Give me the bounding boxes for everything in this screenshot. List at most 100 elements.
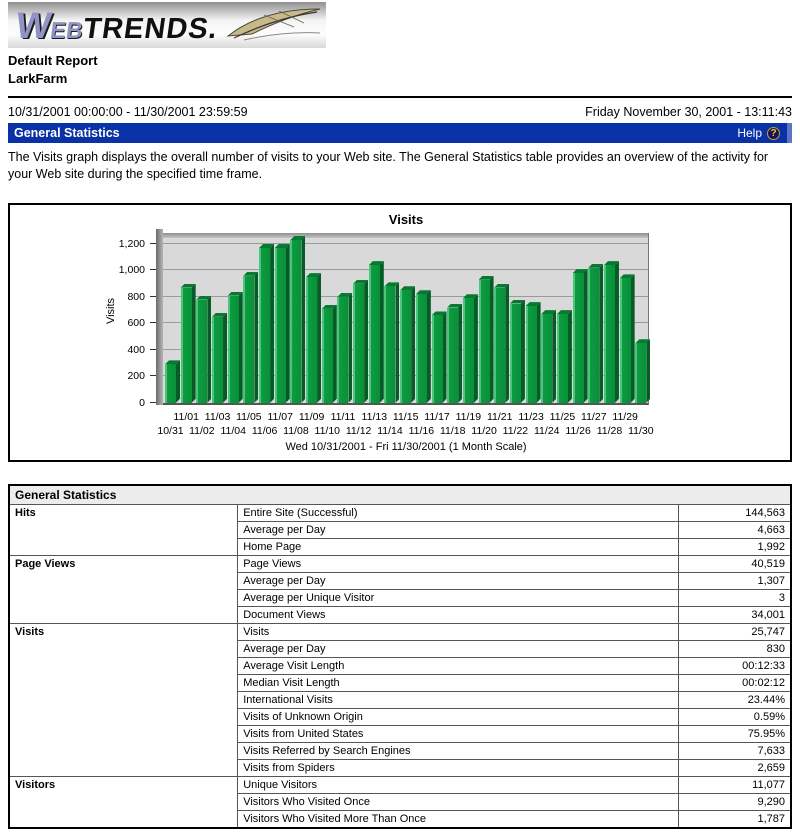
x-tick-label: 11/21: [486, 410, 513, 423]
webtrends-logo: WEBTRENDS.: [8, 2, 326, 48]
plot-top-wall: [163, 232, 648, 238]
chart-bar-11/03: [212, 316, 224, 403]
chart-bar-11/08: [290, 240, 302, 403]
x-tick-label: 11/05: [236, 410, 262, 423]
x-tick-label: 11/03: [204, 410, 231, 423]
x-tick-label: 11/14: [377, 424, 403, 437]
value-cell: 75.95%: [677, 724, 792, 743]
metric-cell: Visitors Who Visited More Than Once: [237, 809, 679, 829]
chart-bar-11/26: [572, 273, 584, 403]
table-row: Average per Day 830: [9, 639, 792, 658]
y-tick-label: 600: [127, 317, 145, 330]
value-cell: 2,659: [677, 758, 792, 777]
metric-cell: Visits of Unknown Origin: [237, 707, 679, 726]
x-tick-label: 11/22: [502, 424, 529, 437]
stats-table-body: General Statistics Hits Entire Site (Succ…: [8, 484, 792, 829]
metric-cell: Average per Day: [237, 520, 679, 539]
value-cell: 25,747: [677, 622, 792, 641]
section-header-bar: General Statistics Help ?: [8, 123, 792, 143]
general-statistics-table: General Statistics Hits Entire Site (Succ…: [8, 483, 792, 829]
report-title: Default Report: [8, 53, 98, 68]
y-tick-label: 800: [127, 290, 145, 303]
metric-cell: Average Visit Length: [237, 656, 679, 675]
chart-bar-11/07: [274, 247, 286, 403]
value-cell: 23.44%: [677, 690, 792, 709]
x-tick-label: 11/09: [298, 410, 325, 423]
x-tick-label: 11/12: [345, 424, 372, 437]
category-cell-visits: Visits: [8, 622, 239, 777]
y-tick-label: 1,000: [118, 264, 145, 277]
chart-bar-11/30: [635, 343, 647, 403]
table-header-row: General Statistics: [8, 484, 792, 505]
feather-logo-art: [226, 8, 321, 41]
help-link[interactable]: Help ?: [737, 126, 780, 140]
value-cell: 144,563: [677, 503, 792, 522]
chart-bar-11/05: [243, 275, 255, 403]
logo-word-trends: TRENDS: [81, 13, 212, 45]
y-tick: [150, 375, 156, 377]
table-row: Average per Day 1,307: [9, 571, 792, 590]
visits-chart: Visits Visits 0 200 400 600 800 1,000 1,200 We…: [8, 202, 792, 462]
metric-cell: International Visits: [237, 690, 679, 709]
value-cell: 830: [677, 639, 792, 658]
x-tick-label: 11/06: [251, 424, 278, 437]
chart-bar-11/29: [619, 278, 631, 403]
x-tick-label: 11/26: [565, 424, 591, 437]
metric-cell: Visits from Spiders: [237, 758, 679, 777]
x-tick-label: 11/20: [471, 424, 497, 437]
x-tick-label: 11/29: [612, 410, 638, 423]
chart-bar-11/12: [353, 283, 365, 403]
value-cell: 7,633: [677, 741, 792, 760]
y-tick: [150, 242, 156, 244]
table-title: General Statistics: [8, 484, 792, 505]
chart-bar-11/17: [431, 315, 443, 403]
chart-bar-10/31: [165, 364, 176, 403]
x-tick-label: 11/02: [189, 424, 215, 437]
gridline: [163, 242, 648, 244]
help-label[interactable]: Help: [737, 126, 762, 140]
profile-name: LarkFarm: [8, 71, 68, 86]
chart-bar-11/20: [478, 279, 490, 403]
logo-letter-w: W: [13, 5, 54, 46]
chart-bar-11/16: [415, 294, 427, 403]
x-tick-label: 11/07: [267, 410, 293, 423]
chart-bar-11/27: [588, 267, 600, 403]
x-tick-label: 11/24: [534, 424, 560, 437]
value-cell: 1,787: [677, 809, 792, 829]
value-cell: 1,307: [677, 571, 792, 590]
gridline: [163, 269, 648, 271]
x-tick-label: 11/10: [314, 424, 341, 437]
chart-bar-11/23: [525, 306, 537, 403]
webtrends-logo-text: WEBTRENDS.: [13, 5, 220, 46]
table-row: International Visits 23.44%: [9, 690, 792, 709]
value-cell: 11,077: [677, 775, 792, 794]
y-tick-label: 200: [127, 370, 145, 383]
section-title: General Statistics: [14, 126, 120, 140]
metric-cell: Visitors Who Visited Once: [237, 792, 679, 811]
bar-bevel-highlight: [787, 123, 792, 143]
date-row: 10/31/2001 00:00:00 - 11/30/2001 23:59:5…: [8, 105, 792, 119]
table-row: Average per Unique Visitor 3: [9, 588, 792, 607]
x-tick-label: 11/28: [596, 424, 623, 437]
chart-bar-11/24: [541, 314, 553, 403]
table-row: Visits from Spiders 2,659: [9, 758, 792, 777]
x-axis-caption: Wed 10/31/2001 - Fri 11/30/2001 (1 Month…: [285, 440, 527, 453]
chart-bar-11/11: [337, 296, 349, 403]
value-cell: 4,663: [677, 520, 792, 539]
chart-bar-11/04: [227, 295, 239, 403]
report-generated-timestamp: Friday November 30, 2001 - 13:11:43: [585, 105, 792, 119]
metric-cell: Unique Visitors: [237, 775, 679, 794]
chart-bar-11/06: [259, 247, 271, 403]
report-date-range: 10/31/2001 00:00:00 - 11/30/2001 23:59:5…: [8, 105, 248, 119]
chart-bar-11/13: [368, 265, 380, 403]
x-tick-label: 11/27: [581, 410, 607, 423]
help-question-icon[interactable]: ?: [767, 126, 780, 140]
metric-cell: Average per Day: [237, 571, 679, 590]
plot-left-wall: [156, 228, 163, 405]
chart-bar-11/01: [180, 287, 192, 403]
x-tick-label: 10/31: [157, 424, 184, 437]
table-row: Visits Visits 25,747: [8, 622, 792, 777]
x-tick-label: 11/01: [173, 410, 199, 423]
table-row: Visitors Unique Visitors 11,077: [8, 775, 792, 829]
chart-bar-11/02: [196, 299, 208, 403]
